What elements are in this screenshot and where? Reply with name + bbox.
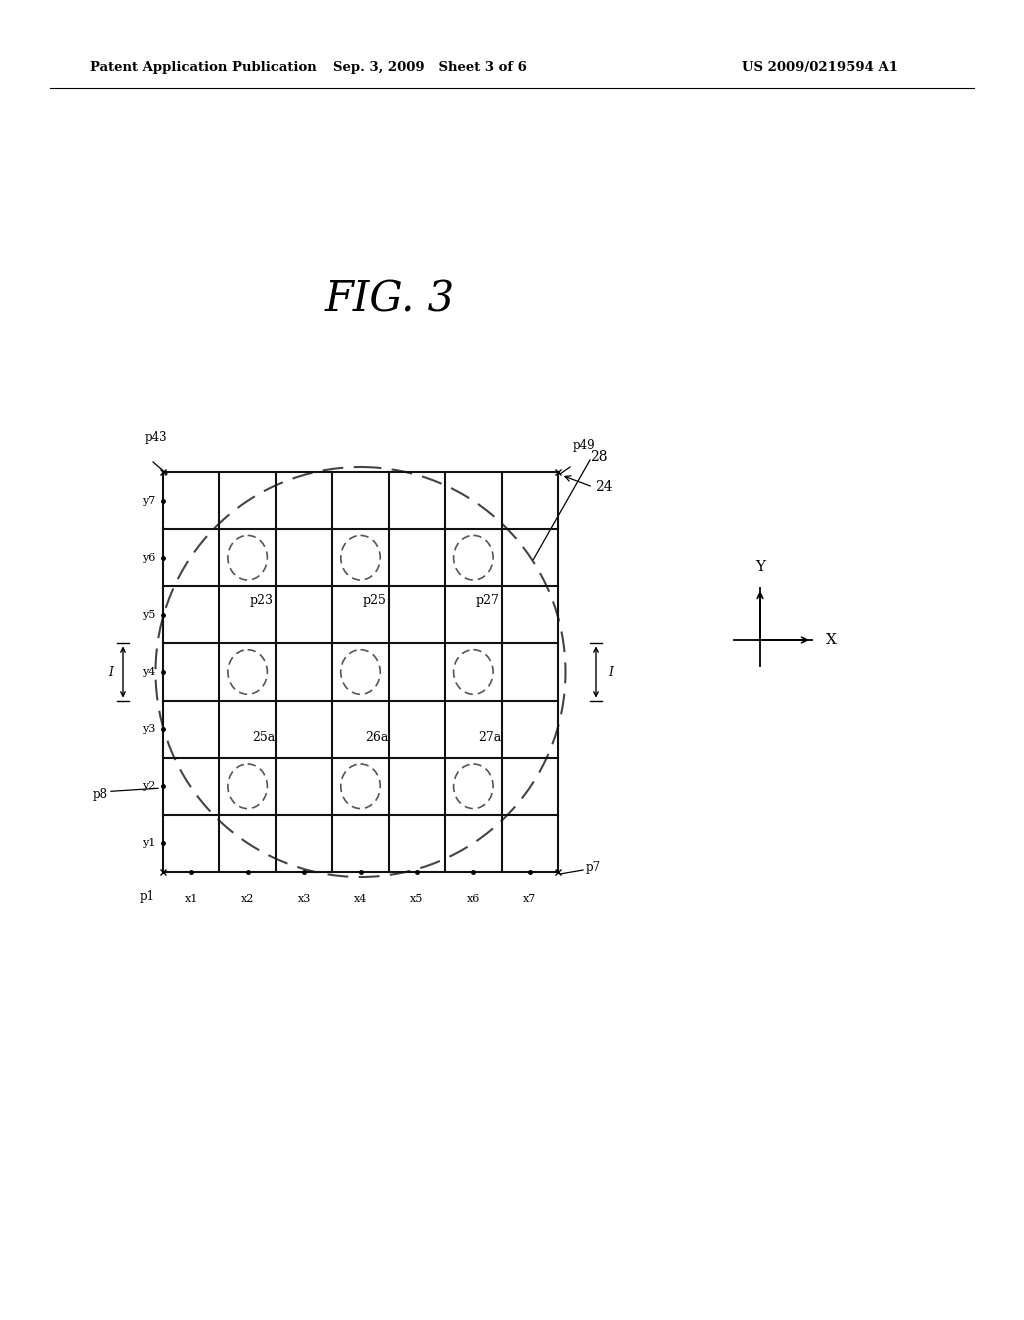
Text: I: I: [608, 665, 613, 678]
Text: Patent Application Publication: Patent Application Publication: [90, 62, 316, 74]
Text: X: X: [826, 634, 837, 647]
Text: y2: y2: [141, 781, 155, 791]
Text: p23: p23: [250, 594, 273, 607]
Text: p43: p43: [145, 432, 168, 444]
Text: x4: x4: [354, 894, 368, 904]
Text: 27a: 27a: [478, 731, 502, 744]
Text: y7: y7: [141, 495, 155, 506]
Text: x3: x3: [297, 894, 310, 904]
Text: y5: y5: [141, 610, 155, 620]
Text: x6: x6: [467, 894, 480, 904]
Text: Y: Y: [755, 560, 765, 574]
Text: US 2009/0219594 A1: US 2009/0219594 A1: [742, 62, 898, 74]
Text: p7: p7: [586, 861, 601, 874]
Text: 28: 28: [590, 450, 607, 465]
Text: x7: x7: [523, 894, 537, 904]
Text: y1: y1: [141, 838, 155, 849]
Text: y3: y3: [141, 725, 155, 734]
Text: 24: 24: [595, 480, 612, 494]
Text: p25: p25: [362, 594, 386, 607]
Text: 25a: 25a: [253, 731, 275, 744]
Text: FIG. 3: FIG. 3: [325, 279, 455, 321]
Text: Sep. 3, 2009   Sheet 3 of 6: Sep. 3, 2009 Sheet 3 of 6: [333, 62, 527, 74]
Text: 26a: 26a: [366, 731, 389, 744]
Text: p49: p49: [573, 440, 596, 451]
Text: x5: x5: [411, 894, 424, 904]
Text: p8: p8: [93, 788, 108, 801]
Text: x1: x1: [184, 894, 198, 904]
Text: x2: x2: [241, 894, 254, 904]
Text: p1: p1: [140, 890, 155, 903]
Text: p27: p27: [475, 594, 500, 607]
Text: y6: y6: [141, 553, 155, 562]
Text: I: I: [108, 665, 113, 678]
Text: y4: y4: [141, 667, 155, 677]
